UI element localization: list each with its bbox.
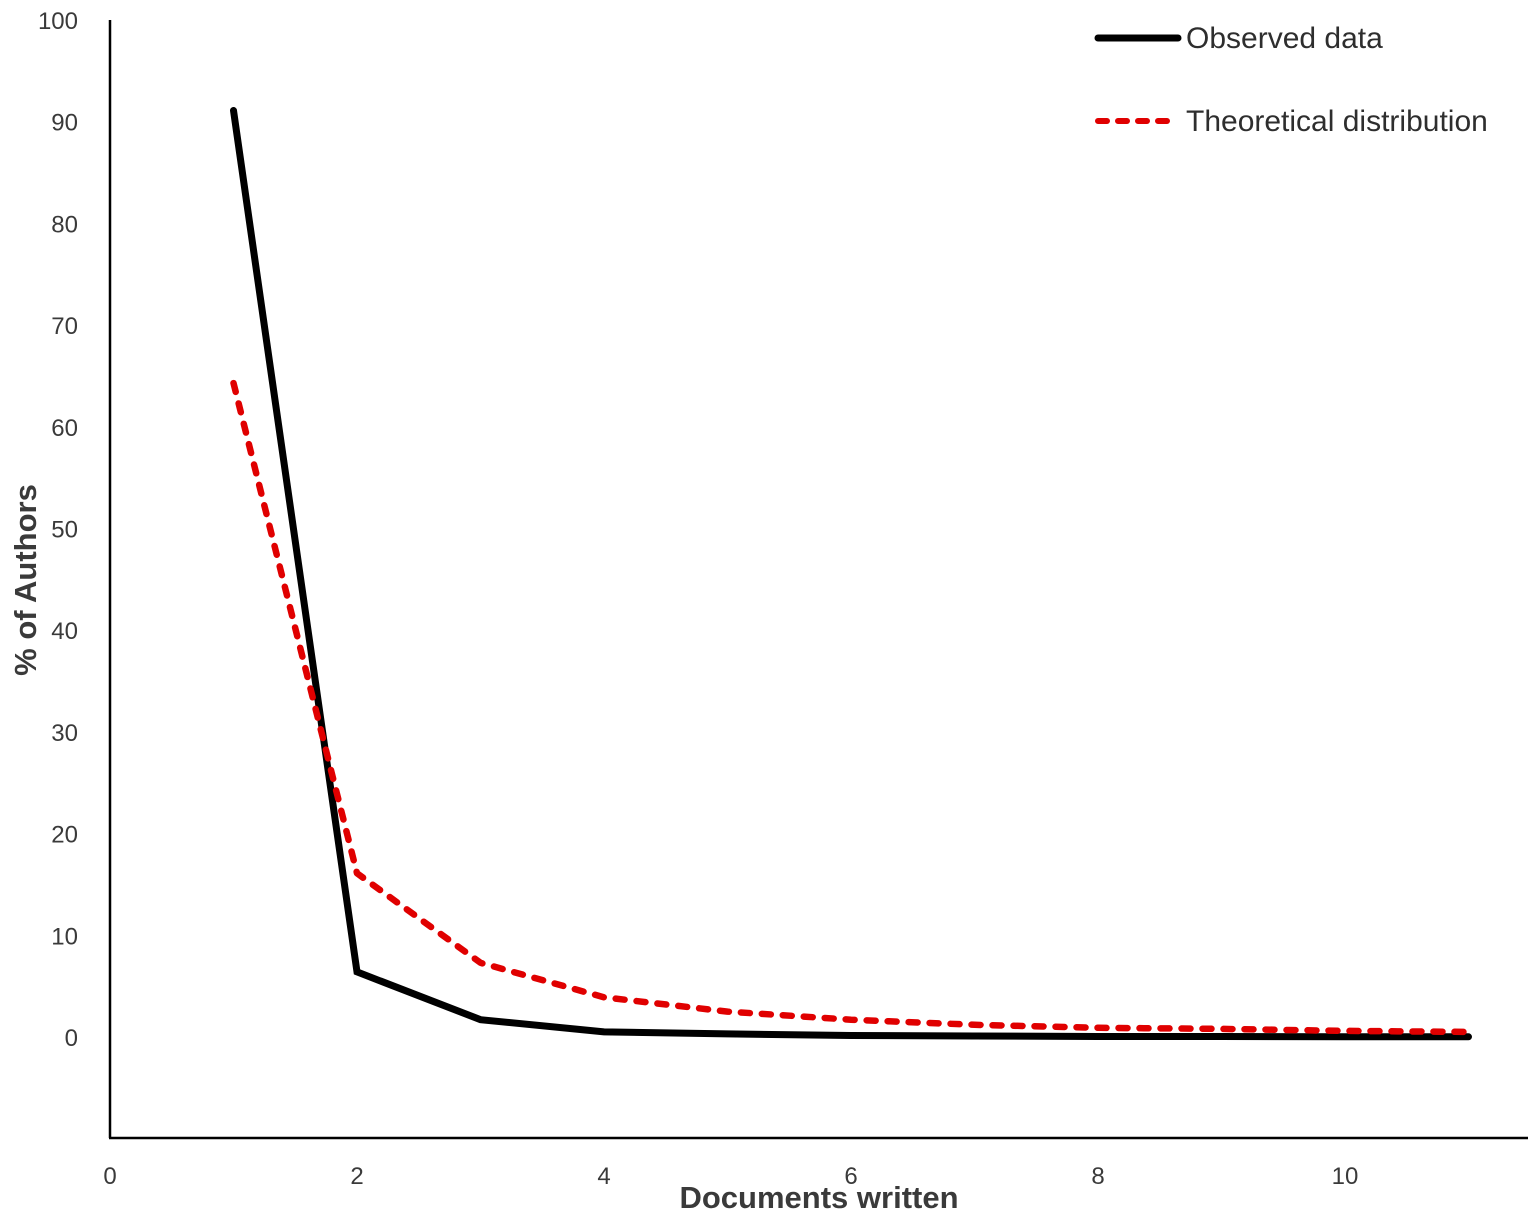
y-axis-title: % of Authors [8, 484, 43, 676]
legend-label-theoretical: Theoretical distribution [1186, 105, 1488, 138]
legend-item-theoretical: Theoretical distribution [1095, 105, 1488, 138]
x-tick-label: 10 [1332, 1163, 1359, 1190]
y-tick-label: 70 [51, 313, 78, 340]
y-tick-label: 80 [51, 211, 78, 238]
series-layer [230, 107, 1472, 1041]
y-tick-label: 60 [51, 415, 78, 442]
y-tick-label: 100 [38, 8, 78, 35]
x-tick-label: 8 [1091, 1163, 1104, 1190]
y-tick-label: 30 [51, 720, 78, 747]
y-tick-label: 0 [65, 1025, 78, 1052]
axes [108, 20, 1528, 1140]
x-tick-label: 2 [350, 1163, 363, 1190]
legend: Observed data Theoretical distribution [1094, 22, 1488, 138]
legend-label-observed: Observed data [1186, 22, 1383, 55]
y-tick-label: 90 [51, 110, 78, 137]
x-axis-title: Documents written [679, 1180, 958, 1215]
y-tick-label: 10 [51, 923, 78, 950]
x-tick-label: 4 [597, 1163, 610, 1190]
y-tick-label: 40 [51, 618, 78, 645]
x-tick-label: 6 [844, 1163, 857, 1190]
series-line-theoretical [230, 379, 1472, 1036]
x-axis-ticks: 0 2 4 6 8 10 [103, 1163, 1358, 1190]
y-tick-label: 50 [51, 517, 78, 544]
y-axis-ticks: 0 10 20 30 40 50 60 70 80 90 100 [38, 8, 78, 1052]
y-tick-label: 20 [51, 822, 78, 849]
x-tick-label: 0 [103, 1163, 116, 1190]
legend-item-observed: Observed data [1094, 22, 1383, 55]
series-line-observed [230, 107, 1472, 1041]
